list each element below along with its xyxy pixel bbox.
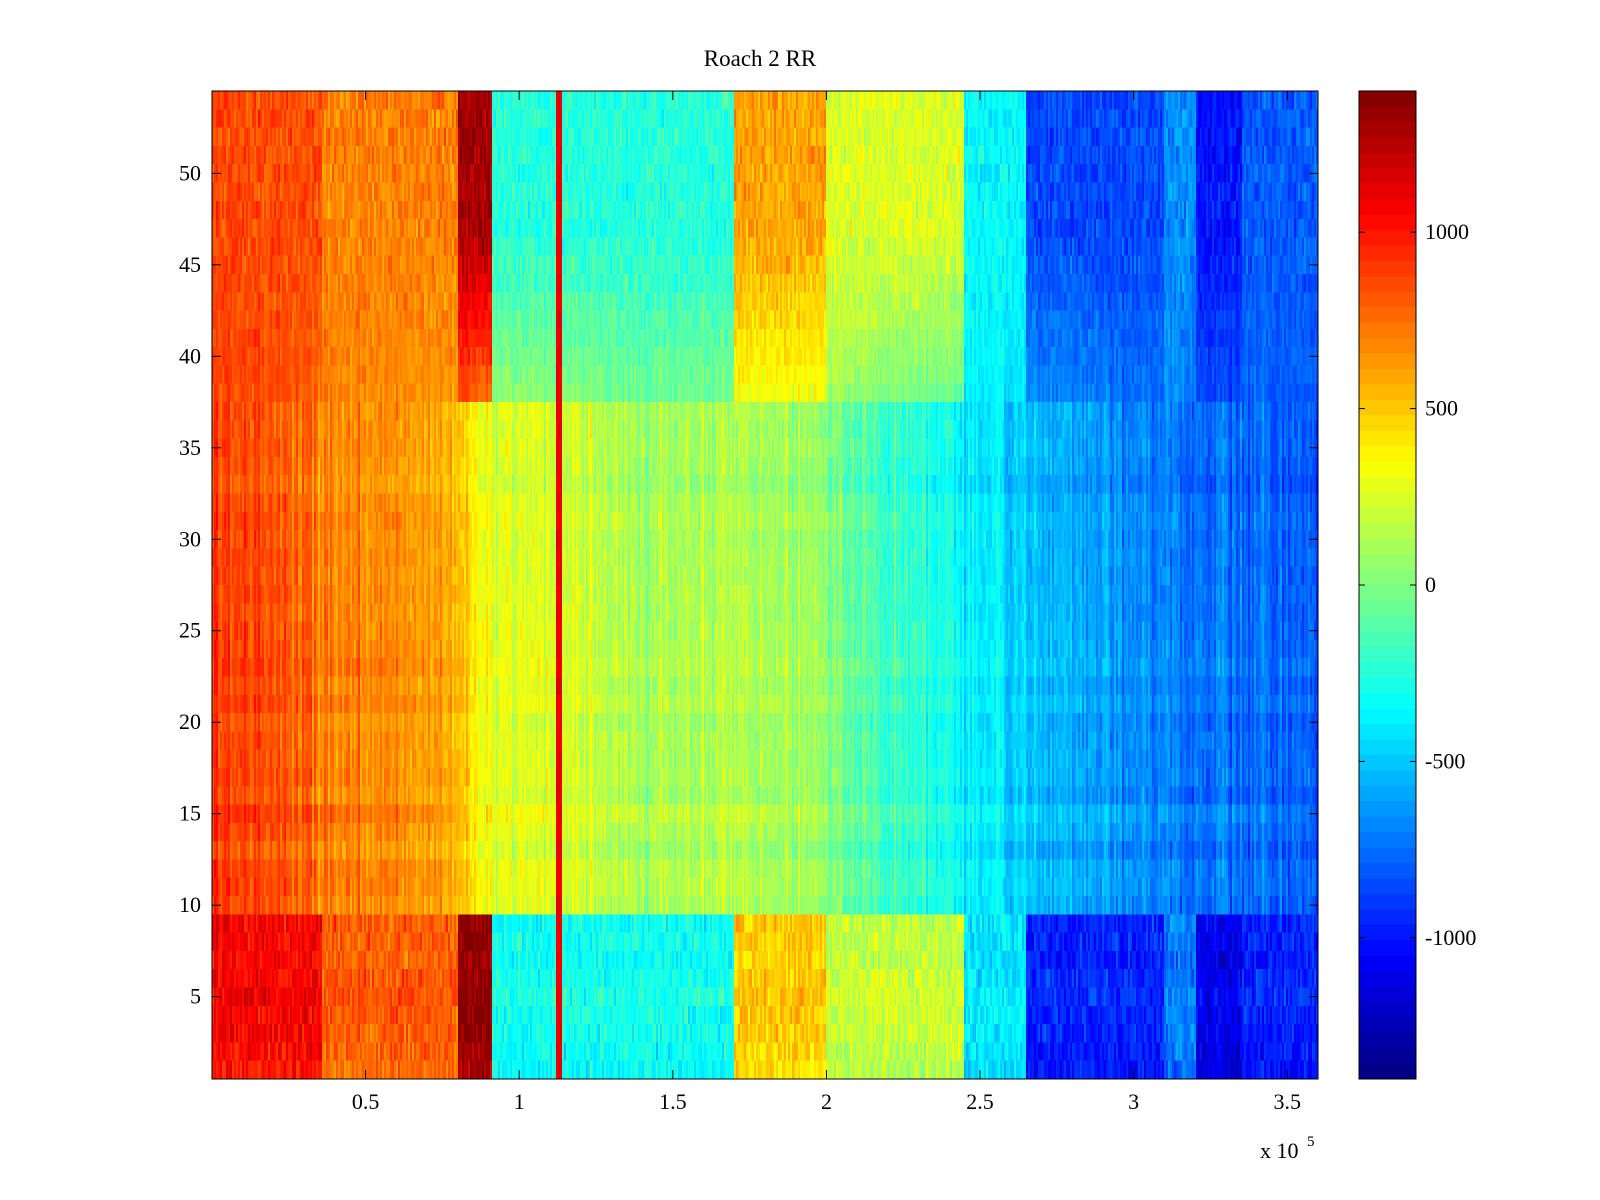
x-axis-ticks: 0.5 1 1.5 2 2.5 3 3.5 xyxy=(352,91,1301,1114)
y-tick-label: 45 xyxy=(179,252,201,277)
colorbar-tick-label: -1000 xyxy=(1425,925,1476,950)
heatmap-plot-area: 0.5 1 1.5 2 2.5 3 3.5 5 10 15 20 25 30 35 40 45 50 xyxy=(179,90,1319,1114)
y-tick-label: 5 xyxy=(190,984,201,1009)
x-exponent-base: x 10 xyxy=(1260,1138,1299,1163)
y-tick-label: 10 xyxy=(179,892,201,917)
x-tick-label: 0.5 xyxy=(352,1089,380,1114)
y-tick-label: 25 xyxy=(179,618,201,643)
colorbar-ticks: 1000 500 0 -500 -1000 xyxy=(1359,219,1476,950)
y-tick-label: 50 xyxy=(179,160,201,185)
colorbar-gradient xyxy=(1359,91,1416,1079)
colorbar-tick-label: 1000 xyxy=(1425,219,1469,244)
y-tick-label: 35 xyxy=(179,435,201,460)
x-tick-label: 2.5 xyxy=(966,1089,994,1114)
heatmap-cells xyxy=(212,91,1318,1079)
plot-frame xyxy=(211,90,1319,1080)
colorbar-tick-label: 500 xyxy=(1425,396,1458,421)
y-axis-ticks: 5 10 15 20 25 30 35 40 45 50 xyxy=(179,160,1318,1009)
x-tick-label: 1.5 xyxy=(659,1089,687,1114)
y-tick-label: 30 xyxy=(179,526,201,551)
y-tick-label: 40 xyxy=(179,343,201,368)
y-tick-label: 15 xyxy=(179,801,201,826)
colorbar-tick-label: 0 xyxy=(1425,572,1436,597)
x-tick-label: 3 xyxy=(1128,1089,1139,1114)
x-tick-label: 3.5 xyxy=(1274,1089,1302,1114)
x-exponent-label: x 10 5 xyxy=(1260,1134,1315,1163)
x-tick-label: 1 xyxy=(514,1089,525,1114)
y-tick-label: 20 xyxy=(179,709,201,734)
chart-title: Roach 2 RR xyxy=(704,46,817,71)
x-tick-label: 2 xyxy=(821,1089,832,1114)
colorbar: 1000 500 0 -500 -1000 xyxy=(1358,90,1476,1080)
x-exponent-power: 5 xyxy=(1307,1134,1315,1150)
colorbar-tick-label: -500 xyxy=(1425,748,1465,773)
